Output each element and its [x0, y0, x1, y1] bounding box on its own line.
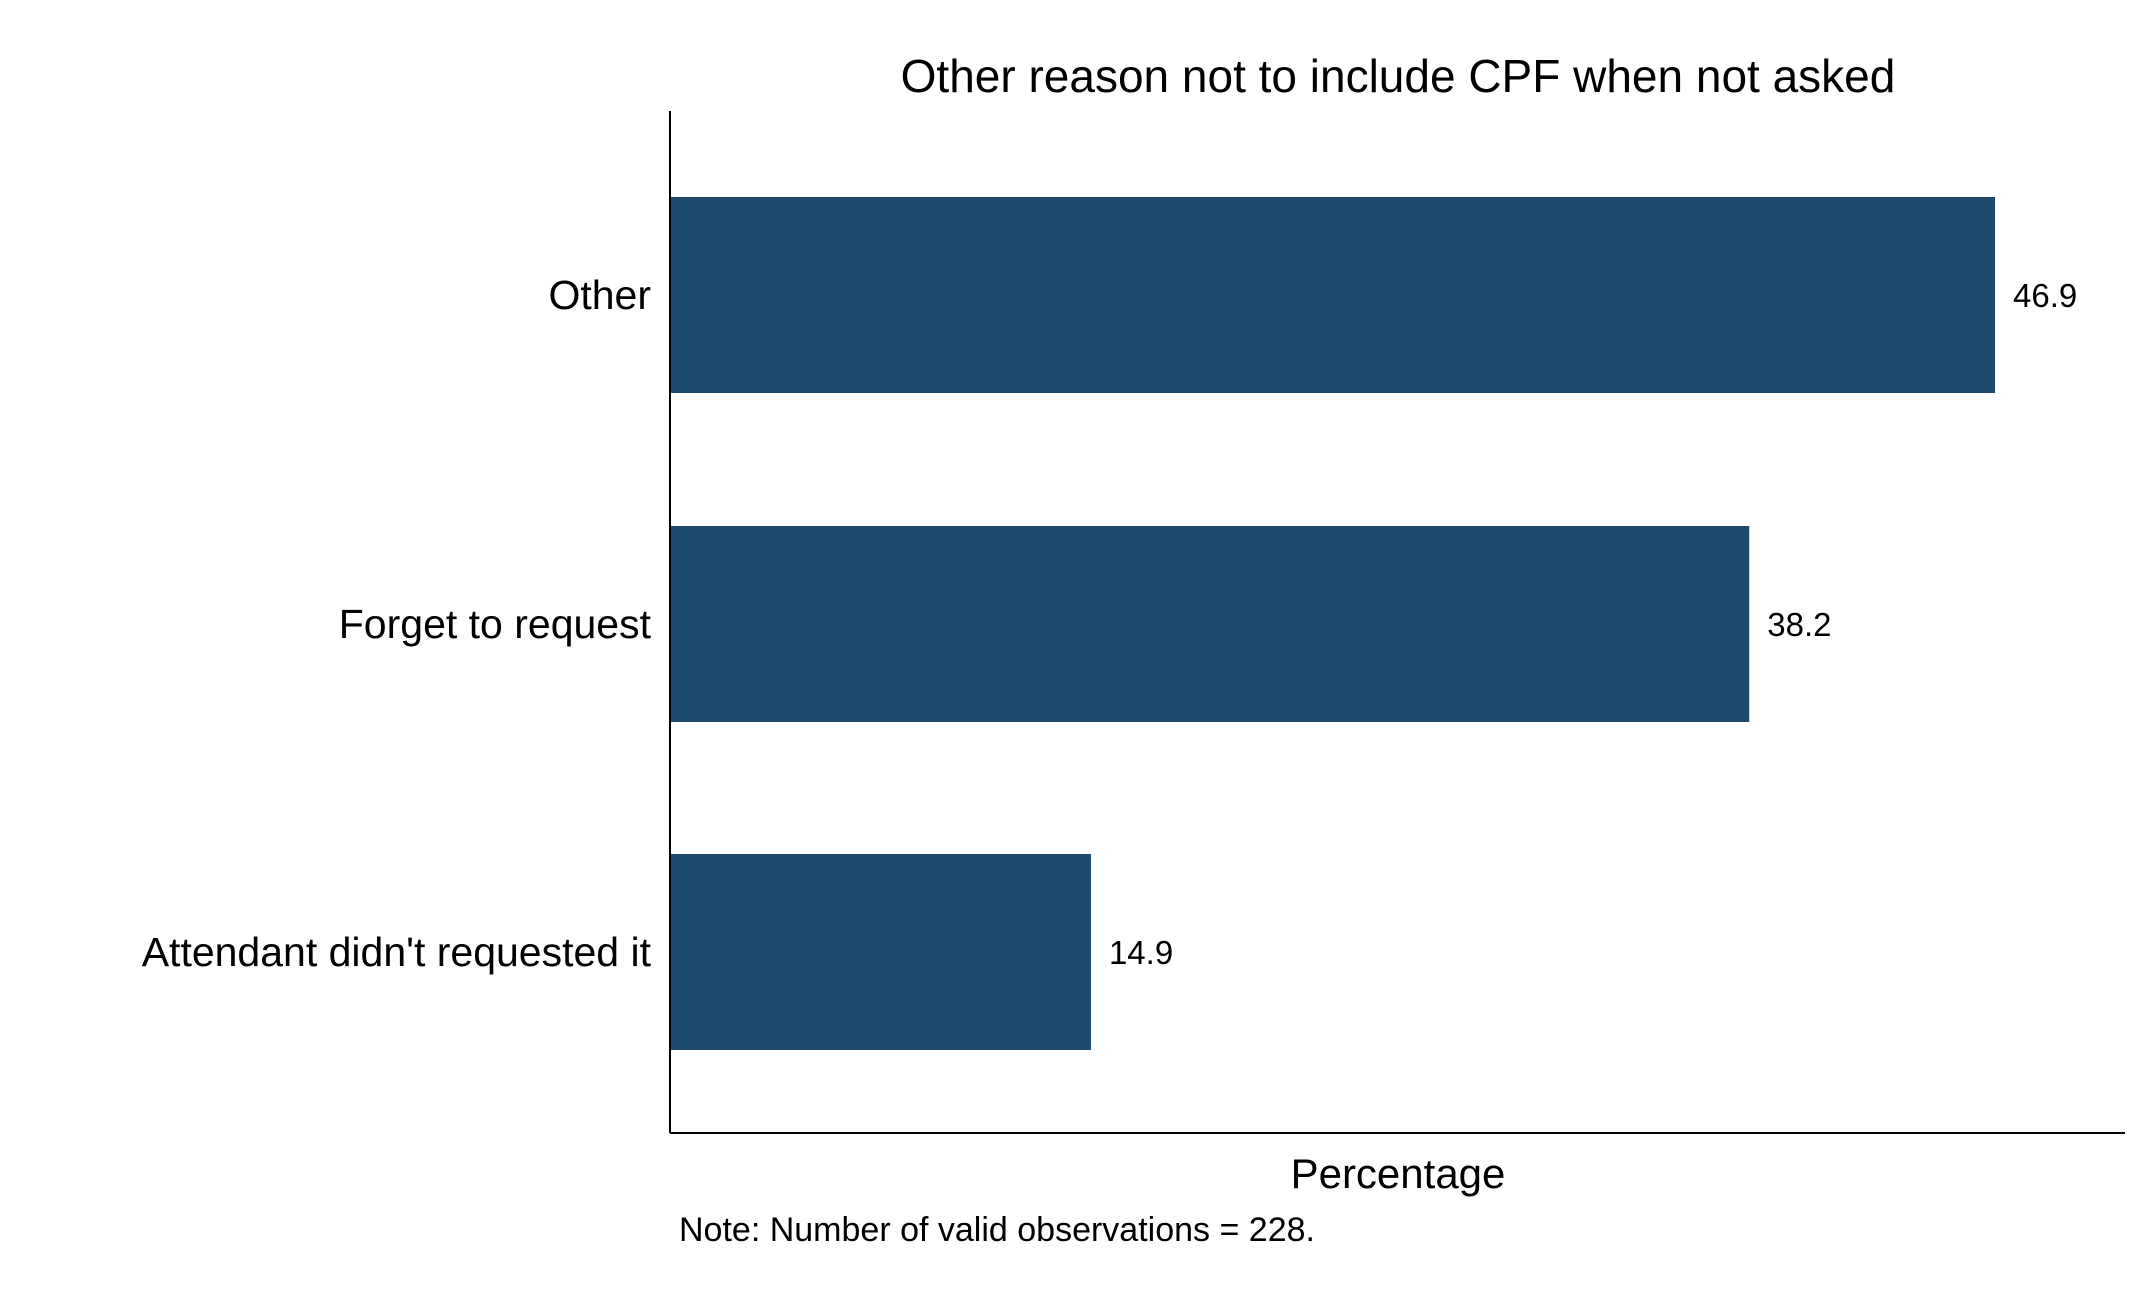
bar-3 — [670, 854, 1091, 1050]
chart-note: Note: Number of valid observations = 228… — [679, 1211, 1315, 1249]
value-label-1: 46.9 — [2013, 277, 2077, 314]
category-label-1: Other — [548, 272, 651, 318]
value-label-3: 14.9 — [1109, 934, 1173, 971]
value-label-2: 38.2 — [1767, 606, 1831, 643]
x-axis-label: Percentage — [1291, 1150, 1506, 1197]
category-label-3: Attendant didn't requested it — [142, 929, 652, 975]
category-labels-layer: Other Forget to request Attendant didn't r… — [142, 272, 652, 975]
value-labels-layer: 46.9 38.2 14.9 — [1109, 277, 2077, 971]
bars-layer — [670, 197, 1996, 1050]
bar-1 — [670, 197, 1996, 393]
bar-2 — [670, 526, 1750, 722]
category-label-2: Forget to request — [339, 601, 652, 647]
chart-title: Other reason not to include CPF when not… — [901, 50, 1896, 102]
